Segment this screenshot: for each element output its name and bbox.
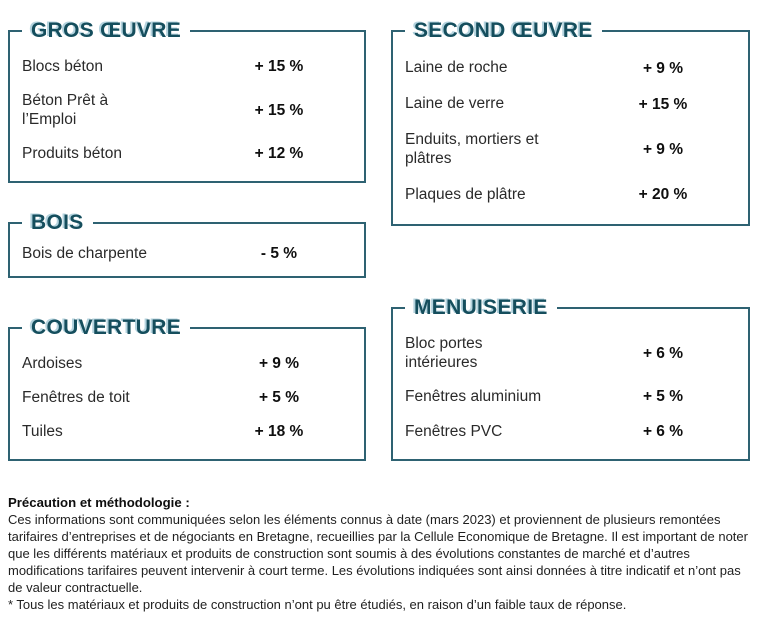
material-row: Fenêtres aluminium + 5 % [393,388,748,407]
material-row: Béton Prêt à l’Emploi + 15 % [10,92,364,129]
material-change: + 9 % [258,354,300,372]
material-change: + 6 % [642,422,684,440]
section-bois: BOIS Bois de charpente - 5 % [8,210,366,278]
material-change: + 12 % [254,145,304,163]
material-change: + 15 % [638,95,688,113]
material-label: Produits béton [22,144,122,162]
material-label: Bois de charpente [22,244,147,262]
material-row: Laine de roche + 9 % [393,59,748,78]
material-change: + 15 % [254,101,304,119]
methodology-heading: Précaution et méthodologie : [8,495,190,510]
material-row: Bloc portes intérieures + 6 % [393,335,748,372]
material-row: Blocs béton + 15 % [10,58,364,77]
material-change: - 5 % [260,245,298,262]
section-gros-oeuvre: GROS ŒUVRE Blocs béton + 15 % Béton Prêt… [8,18,366,183]
material-row: Fenêtres de toit + 5 % [10,389,364,408]
section-title-couverture: COUVERTURE [22,315,191,340]
material-change: + 18 % [254,423,304,441]
methodology-footnote: * Tous les matériaux et produits de cons… [8,597,627,612]
material-label: Blocs béton [22,57,103,75]
material-row: Tuiles + 18 % [10,423,364,442]
material-row: Laine de verre + 15 % [393,95,748,114]
section-menuiserie: MENUISERIE Bloc portes intérieures + 6 %… [391,295,750,461]
section-title-gros-oeuvre: GROS ŒUVRE [22,18,191,43]
material-row: Produits béton + 12 % [10,145,364,164]
material-row: Plaques de plâtre + 20 % [393,186,748,205]
section-rows: Laine de roche + 9 % Laine de verre + 15… [393,32,748,224]
material-change: + 5 % [258,388,300,406]
material-label: Tuiles [22,422,63,440]
section-second-oeuvre: SECOND ŒUVRE Laine de roche + 9 % Laine … [391,18,750,226]
material-label: Fenêtres aluminium [405,388,542,405]
material-label: Fenêtres de toit [22,388,130,406]
section-rows: Bois de charpente - 5 % [10,224,364,276]
material-change: + 6 % [642,344,684,362]
material-label: Béton Prêt à l’Emploi [22,91,109,128]
material-label: Laine de verre [405,95,505,113]
material-label: Fenêtres PVC [405,422,503,440]
section-rows: Bloc portes intérieures + 6 % Fenêtres a… [393,309,748,459]
material-change: + 9 % [642,59,684,77]
material-label: Bloc portes intérieures [405,334,483,371]
section-title-menuiserie: MENUISERIE [405,295,557,320]
material-label: Enduits, mortiers et plâtres [405,131,539,167]
material-row: Ardoises + 9 % [10,355,364,374]
section-title-second-oeuvre: SECOND ŒUVRE [405,18,602,43]
methodology-note: Précaution et méthodologie : Ces informa… [8,494,756,613]
material-label: Laine de roche [405,59,508,77]
material-label: Ardoises [22,354,83,372]
material-change: + 5 % [642,388,684,406]
material-change: + 15 % [254,57,304,75]
section-rows: Blocs béton + 15 % Béton Prêt à l’Emploi… [10,32,364,181]
material-change: + 9 % [642,141,684,158]
material-change: + 20 % [638,186,688,204]
section-couverture: COUVERTURE Ardoises + 9 % Fenêtres de to… [8,315,366,461]
material-row: Bois de charpente - 5 % [10,245,364,264]
material-label: Plaques de plâtre [405,186,526,203]
section-title-bois: BOIS [22,210,93,235]
material-row: Fenêtres PVC + 6 % [393,423,748,442]
material-row: Enduits, mortiers et plâtres + 9 % [393,131,748,168]
methodology-body: Ces informations sont communiquées selon… [8,512,748,595]
section-rows: Ardoises + 9 % Fenêtres de toit + 5 % Tu… [10,329,364,459]
